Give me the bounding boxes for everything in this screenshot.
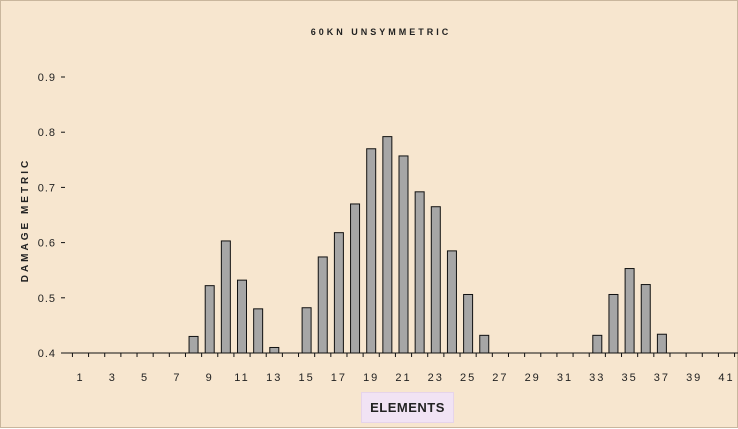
bar [333, 232, 344, 354]
x-tick-label: 13 [266, 372, 282, 384]
x-tick-label: 35 [621, 372, 637, 384]
bar [608, 293, 619, 354]
x-tick-label: 41 [718, 372, 734, 384]
y-tick-label: 0.6 [38, 238, 56, 250]
x-tick-label: 23 [428, 372, 444, 384]
x-tick-label: 37 [654, 372, 670, 384]
x-tick-label: 31 [557, 372, 573, 384]
chart-title: 60KN UNSYMMETRIC [311, 27, 452, 37]
x-tick-label: 19 [363, 372, 379, 384]
bar [398, 155, 409, 354]
bar [592, 334, 603, 354]
x-tick-label: 27 [492, 372, 508, 384]
y-tick-label: 0.7 [38, 182, 56, 194]
x-axis-label-text: ELEMENTS [370, 400, 445, 415]
x-axis-label: ELEMENTS [361, 392, 454, 423]
bar [446, 250, 457, 354]
x-tick-label: 1 [76, 372, 84, 384]
x-tick-label: 9 [206, 372, 214, 384]
x-tick-label: 3 [109, 372, 117, 384]
y-tick-label: 0.9 [38, 72, 56, 84]
bar [366, 148, 377, 354]
bar [317, 256, 328, 354]
x-tick-label: 11 [234, 372, 249, 384]
y-tick-label: 0.8 [38, 127, 56, 139]
y-axis-label: DAMAGE METRIC [20, 158, 31, 283]
bars [188, 136, 667, 354]
y-tick-label: 0.5 [38, 293, 56, 305]
bar [656, 333, 667, 354]
x-tick-label: 39 [686, 372, 702, 384]
y-ticks: 0.4 0.5 0.6 0.7 0.8 0.9 [38, 72, 65, 360]
bar [220, 240, 231, 354]
x-tick-label: 17 [331, 372, 347, 384]
x-ticks: 1 3 5 7 9 11 13 15 17 19 21 23 25 27 29 31 33 35 37 39 41 [71, 353, 736, 384]
bar [640, 284, 651, 354]
bar [382, 136, 393, 354]
bar [350, 203, 361, 354]
bar [269, 346, 280, 354]
x-tick-label: 33 [589, 372, 605, 384]
x-tick-label: 15 [298, 372, 314, 384]
bar [430, 206, 441, 354]
bar [237, 279, 247, 354]
bar [188, 335, 199, 354]
bar [463, 293, 474, 354]
y-tick-label: 0.4 [38, 348, 56, 360]
x-tick-label: 7 [173, 372, 181, 384]
x-tick-label: 29 [525, 372, 541, 384]
bar [204, 285, 215, 354]
x-tick-label: 25 [460, 372, 476, 384]
x-tick-label: 5 [141, 372, 149, 384]
bar [414, 191, 425, 354]
bar [624, 268, 635, 354]
x-tick-label: 21 [395, 372, 411, 384]
bar [253, 308, 264, 354]
bar [301, 307, 312, 354]
bar [479, 334, 490, 354]
